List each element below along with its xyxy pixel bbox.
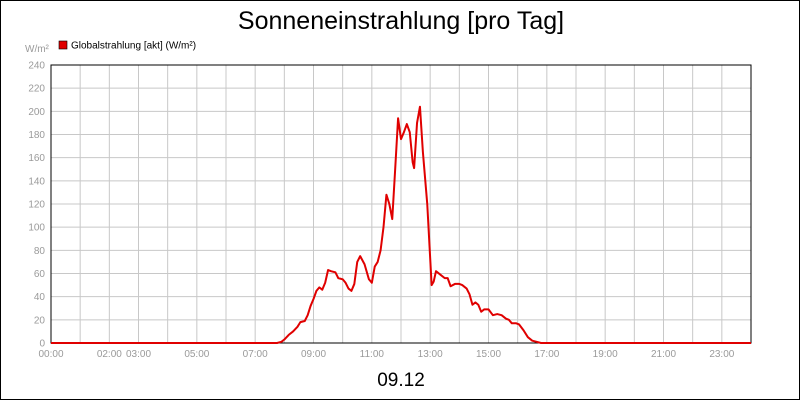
x-tick-label: 07:00 <box>243 349 268 360</box>
y-axis-unit: W/m² <box>25 44 50 55</box>
x-tick-label: 23:00 <box>709 349 734 360</box>
y-tick-label: 80 <box>34 246 46 257</box>
x-tick-label: 02:00 <box>97 349 122 360</box>
x-tick-label: 09:00 <box>301 349 326 360</box>
y-tick-label: 120 <box>28 200 45 211</box>
x-axis-ticks: 00:00 02:00 03:00 05:00 07:00 09:00 11:00 13:00… <box>38 349 734 360</box>
grid <box>51 65 751 343</box>
x-tick-label: 15:00 <box>476 349 501 360</box>
series-line-globalstrahlung <box>51 105 751 344</box>
y-tick-label: 220 <box>28 84 45 95</box>
x-tick-label: 05:00 <box>184 349 209 360</box>
date-label: 09.12 <box>377 370 425 391</box>
x-tick-label: 19:00 <box>593 349 618 360</box>
y-axis-ticks: 0 20 40 60 80 100 120 140 160 180 200 220 240 <box>28 61 45 350</box>
y-tick-label: 240 <box>28 61 45 72</box>
x-tick-label: 13:00 <box>418 349 443 360</box>
y-tick-label: 0 <box>39 339 45 350</box>
x-tick-label: 11:00 <box>360 349 385 360</box>
x-tick-label: 03:00 <box>126 349 151 360</box>
legend-swatch <box>58 40 68 50</box>
chart-title: Sonneneinstrahlung [pro Tag] <box>238 7 564 35</box>
y-tick-label: 200 <box>28 107 45 118</box>
y-tick-label: 100 <box>28 223 45 234</box>
y-tick-label: 160 <box>28 153 45 164</box>
x-tick-label: 21:00 <box>651 349 676 360</box>
y-tick-label: 180 <box>28 130 45 141</box>
x-tick-label: 00:00 <box>38 349 63 360</box>
x-tick-label: 17:00 <box>534 349 559 360</box>
y-tick-label: 140 <box>28 176 45 187</box>
plot-area-border <box>50 64 752 344</box>
y-tick-label: 20 <box>34 315 46 326</box>
y-tick-label: 40 <box>34 292 46 303</box>
y-tick-label: 60 <box>34 269 46 280</box>
legend-label: Globalstrahlung [akt] (W/m²) <box>71 41 196 52</box>
